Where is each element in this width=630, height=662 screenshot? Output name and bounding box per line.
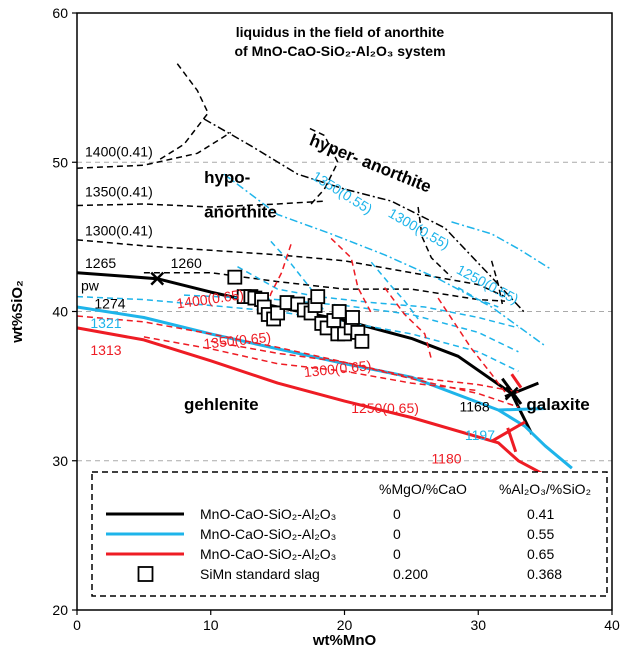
slag-square-marker [331, 304, 347, 319]
series-line-red-solid [506, 427, 518, 453]
isotherm-label: pw [81, 278, 100, 294]
chart-title-line: of MnO-CaO-SiO₂-Al₂O₃ system [234, 43, 445, 59]
legend-entry-mgo-cao: 0.200 [393, 566, 428, 582]
x-tick-label: 40 [604, 617, 620, 633]
region-label: anorthite [204, 202, 277, 221]
isotherm-label: 1321 [90, 315, 121, 331]
region-label: galaxite [526, 395, 589, 414]
isotherm-label: 1313 [90, 342, 121, 358]
series-line-blue-dashdot [223, 173, 546, 347]
isotherm-label: 1350(0.41) [85, 184, 153, 200]
y-tick-label: 50 [52, 154, 68, 170]
axes: 0 10 20 30 40 20 30 40 50 60 wt%MnO wt%SiO₂ [9, 5, 620, 649]
series-line-blue-dashed [370, 261, 419, 320]
legend-entry-al-si: 0.55 [527, 526, 554, 542]
series-line-red-dashed [437, 297, 506, 393]
series-line-blue-solid [76, 305, 573, 470]
region-label: gehlenite [184, 395, 259, 414]
slag-square-marker [310, 289, 326, 304]
legend: %MgO/%CaO %Al₂O₃/%SiO₂ MnO-CaO-SiO₂-Al₂O₃ 0… [91, 471, 608, 597]
legend-entry-mgo-cao: 0 [393, 546, 401, 562]
series-line-blue-dashed [457, 286, 499, 308]
x-tick-label: 30 [470, 617, 486, 633]
isotherm-label: 1197 [465, 427, 495, 443]
isotherm-label: 1168 [460, 398, 490, 414]
legend-entry-al-si: 0.368 [527, 566, 562, 582]
chart-title-line: liquidus in the field of anorthite [236, 24, 445, 40]
y-tick-label: 20 [52, 602, 68, 618]
series-line-black-dashed [417, 206, 453, 278]
legend-entry-label: SiMn standard slag [200, 566, 320, 582]
isotherm-label: 1274 [94, 296, 125, 312]
slag-square-marker [227, 269, 243, 285]
legend-square-swatch [137, 566, 154, 582]
series-line-black-dashed [159, 63, 209, 160]
series-lines [76, 63, 573, 481]
legend-entry-al-si: 0.41 [527, 506, 554, 522]
series-line-black-solid [76, 271, 534, 435]
isotherm-label: 1400(0.41) [85, 143, 153, 159]
isotherm-label: 1180 [431, 451, 461, 467]
series-line-blue-solid [498, 407, 546, 412]
series-line-black-dashed [76, 131, 232, 169]
series-line-black-dashed [143, 271, 506, 302]
region-label: hypo- [204, 168, 250, 187]
series-line-red-solid [510, 373, 523, 389]
series-line-black-dashdot [203, 118, 526, 314]
data-markers [150, 269, 519, 401]
isotherm-label: 1350(0.65) [203, 329, 272, 352]
isotherm-label: 1260 [171, 255, 202, 271]
legend-entry-al-si: 0.65 [527, 546, 554, 562]
x-tick-label: 0 [73, 617, 81, 633]
series-line-black-dashed [308, 127, 339, 205]
slag-square-marker [345, 310, 360, 325]
legend-entry-label: MnO-CaO-SiO₂-Al₂O₃ [200, 526, 336, 542]
x-axis-title: wt%MnO [312, 632, 377, 649]
slag-square-marker [354, 333, 370, 349]
isotherm-label: 1250(0.65) [351, 400, 419, 416]
legend-header-al-si: %Al₂O₃/%SiO₂ [499, 481, 591, 497]
series-line-blue-dashed [237, 266, 519, 329]
series-line-red-dashed [383, 287, 433, 360]
series-line-black-dashed [76, 239, 506, 298]
isotherm-label: 1400(0.65) [176, 286, 245, 311]
isotherm-label: 1350(0.55) [309, 168, 375, 217]
x-tick-label: 10 [203, 617, 219, 633]
series-line-blue-dashdot [451, 221, 553, 271]
x-tick-label: 20 [337, 617, 353, 633]
series-line-blue-dashed [183, 294, 519, 353]
series-line-red-dashed [143, 336, 479, 392]
cross-marker [150, 271, 165, 286]
isotherm-label: 1300(0.65) [303, 357, 372, 380]
isotherm-label: 1300(0.41) [85, 222, 153, 238]
y-tick-label: 60 [52, 5, 68, 21]
isotherm-label: 1265 [85, 255, 116, 271]
cross-marker [504, 386, 519, 401]
legend-entry-mgo-cao: 0 [393, 526, 401, 542]
legend-header-mgo-cao: %MgO/%CaO [379, 481, 467, 497]
legend-entry-label: MnO-CaO-SiO₂-Al₂O₃ [200, 546, 336, 562]
series-line-red-solid [76, 326, 553, 481]
y-tick-label: 40 [52, 304, 68, 320]
series-line-red-dashed [330, 237, 372, 314]
y-tick-label: 30 [52, 453, 68, 469]
series-line-black-dashed [76, 200, 325, 208]
y-axis-title: wt%SiO₂ [9, 280, 26, 344]
legend-entry-label: MnO-CaO-SiO₂-Al₂O₃ [200, 506, 336, 522]
legend-entry-mgo-cao: 0 [393, 506, 401, 522]
